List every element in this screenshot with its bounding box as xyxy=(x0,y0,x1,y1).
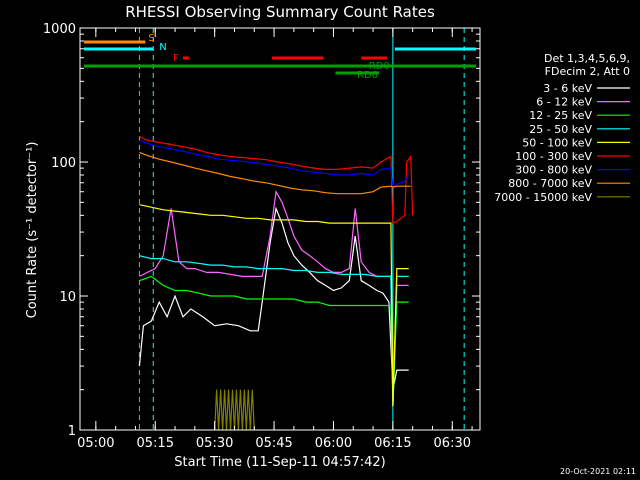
x-tick-label: 05:30 xyxy=(196,436,233,451)
legend-header-line: Det 1,3,4,5,6,9, xyxy=(544,52,630,65)
x-tick-label: 05:15 xyxy=(137,436,174,451)
flag-label-n: N xyxy=(159,42,166,53)
series-line-4 xyxy=(139,204,409,407)
x-tick-label: 05:00 xyxy=(77,436,114,451)
axes: 1 10 100 1000 05:00 05:15 05:30 05:45 06:00 06:15… xyxy=(43,22,481,451)
series-line-6 xyxy=(139,139,410,189)
legend-entry-label: 12 - 25 keV xyxy=(529,109,592,122)
legend-entry-label: 7000 - 15000 keV xyxy=(494,191,592,204)
y-tick-label: 1000 xyxy=(43,22,76,37)
x-tick-label: 06:00 xyxy=(315,436,352,451)
y-tick-label: 100 xyxy=(51,156,76,171)
legend: Det 1,3,4,5,6,9,FDecim 2, Att 0 3 - 6 keV… xyxy=(494,52,630,204)
series-line-2 xyxy=(139,275,409,407)
flag-label-rd6: RD6 xyxy=(357,70,378,81)
legend-entry-label: 3 - 6 keV xyxy=(543,82,592,95)
y-tick-label: 10 xyxy=(59,290,76,305)
series-line-5 xyxy=(139,135,414,224)
legend-entry-label: 50 - 100 keV xyxy=(522,136,592,149)
chart-title: RHESSI Observing Summary Count Rates xyxy=(125,3,435,21)
legend-entry-label: 25 - 50 keV xyxy=(529,123,592,136)
y-tick-label: 1 xyxy=(68,424,76,439)
x-axis-label: Start Time (11-Sep-11 04:57:42) xyxy=(174,455,385,470)
legend-entry-label: 800 - 7000 keV xyxy=(508,177,592,190)
legend-entry-label: 100 - 300 keV xyxy=(515,150,592,163)
legend-entry-label: 300 - 800 keV xyxy=(515,164,592,177)
legend-header-line: FDecim 2, Att 0 xyxy=(545,65,630,78)
x-tick-label: 06:30 xyxy=(434,436,471,451)
axis-frame xyxy=(79,27,481,431)
legend-entry-label: 6 - 12 keV xyxy=(536,96,592,109)
series-line-0 xyxy=(138,206,409,390)
series-line-3 xyxy=(139,255,409,407)
x-tick-label: 05:45 xyxy=(255,436,292,451)
flag-label-f: F xyxy=(173,53,179,64)
y-axis-label: Count Rate (s⁻¹ detector⁻¹) xyxy=(25,142,40,319)
flag-label-s: S xyxy=(148,33,154,44)
x-tick-label: 06:15 xyxy=(374,436,411,451)
flag-label-rd0: RD0 xyxy=(369,61,390,72)
series-line-7 xyxy=(139,151,411,195)
footer-timestamp: 20-Oct-2021 02:11 xyxy=(560,467,636,476)
